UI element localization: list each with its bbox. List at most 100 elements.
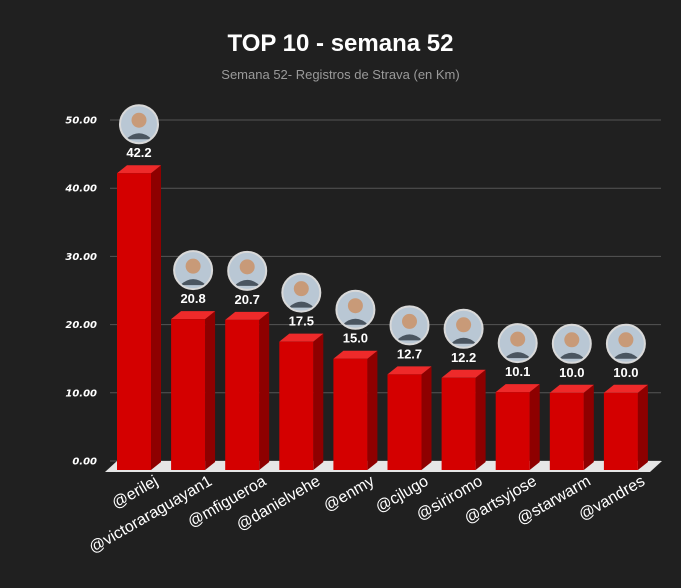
avatar-face xyxy=(239,259,255,275)
bar-top xyxy=(279,333,324,342)
avatar-face xyxy=(456,317,472,333)
avatar-face xyxy=(618,332,634,348)
avatar-ring xyxy=(389,305,430,346)
avatar-ring xyxy=(605,323,646,364)
bar xyxy=(333,350,378,470)
bar-side xyxy=(151,165,161,471)
data-label: 20.7 xyxy=(235,292,260,307)
avatar xyxy=(173,250,214,291)
data-label: 10.1 xyxy=(505,364,530,379)
avatar-ring xyxy=(119,104,159,145)
avatar-ring xyxy=(173,250,214,291)
avatar-face xyxy=(510,331,526,347)
bar xyxy=(171,311,216,470)
bar-top xyxy=(225,311,270,320)
avatar xyxy=(389,305,430,346)
bar-front xyxy=(279,341,314,470)
chart-title: TOP 10 - semana 52 xyxy=(227,30,454,57)
data-label: 10.0 xyxy=(613,365,638,380)
bar xyxy=(603,384,648,470)
bar-side xyxy=(583,384,594,470)
avatar xyxy=(119,104,159,145)
bar xyxy=(225,311,270,470)
bar-side xyxy=(259,311,270,470)
bar xyxy=(549,384,594,470)
avatar-shoulders xyxy=(504,352,531,359)
data-label: 42.2 xyxy=(126,145,151,160)
avatar-shoulders xyxy=(450,337,477,344)
bar-top xyxy=(171,311,216,320)
bar-front xyxy=(225,319,260,470)
y-tick-label: 20.00 xyxy=(65,320,97,331)
data-label: 15.0 xyxy=(343,331,368,346)
bar-side xyxy=(367,350,378,470)
bar-front xyxy=(171,319,206,470)
data-label: 12.2 xyxy=(451,350,476,365)
avatar-shoulders xyxy=(234,279,261,286)
bar-front xyxy=(441,377,476,470)
avatar xyxy=(335,289,376,330)
bar-top xyxy=(441,369,486,378)
data-label: 20.8 xyxy=(180,291,205,306)
avatar-shoulders xyxy=(396,334,423,341)
bar-top xyxy=(333,350,378,359)
bar-front xyxy=(495,392,530,470)
bar xyxy=(117,165,161,471)
bar-top xyxy=(603,384,648,393)
avatar-ring xyxy=(227,250,268,291)
y-tick-label: 30.00 xyxy=(65,252,97,263)
bar xyxy=(495,384,540,470)
bar-front xyxy=(549,392,584,470)
bar-side xyxy=(475,369,486,470)
avatar-shoulders xyxy=(126,133,152,140)
bar-side xyxy=(421,366,432,470)
y-tick-label: 40.00 xyxy=(64,184,97,195)
bar xyxy=(279,333,324,470)
avatar-ring xyxy=(497,323,538,364)
bar-top xyxy=(387,366,432,375)
avatar-shoulders xyxy=(180,279,207,286)
data-label: 17.5 xyxy=(289,314,314,329)
avatar-face xyxy=(564,332,580,348)
bar-side xyxy=(313,333,324,470)
avatar-face xyxy=(402,313,417,329)
x-tick-label: @enmy xyxy=(321,473,377,515)
bar-top xyxy=(549,384,594,393)
avatar xyxy=(227,250,268,291)
y-tick-label: 50.00 xyxy=(65,116,97,127)
chart-subtitle: Semana 52- Registros de Strava (en Km) xyxy=(221,67,460,82)
avatar xyxy=(497,323,538,364)
bar-side xyxy=(637,384,648,470)
bar xyxy=(441,369,486,470)
avatar-face xyxy=(293,281,309,297)
bar-side xyxy=(529,384,540,470)
avatar-shoulders xyxy=(288,301,315,308)
avatar-shoulders xyxy=(558,352,585,359)
bar-front xyxy=(117,173,151,471)
avatar-ring xyxy=(281,272,322,313)
bar-top xyxy=(117,165,161,174)
avatar xyxy=(281,272,322,313)
avatar-face xyxy=(185,258,201,274)
bar-side xyxy=(205,311,216,470)
avatar-shoulders xyxy=(342,318,369,325)
avatar-ring xyxy=(335,289,376,330)
avatar-ring xyxy=(551,323,592,364)
avatar-ring xyxy=(443,308,484,349)
bar-top xyxy=(495,384,540,393)
y-tick-label: 10.00 xyxy=(65,388,97,399)
bar xyxy=(387,366,432,470)
bar-front xyxy=(387,374,422,470)
avatar xyxy=(605,323,646,364)
data-label: 12.7 xyxy=(397,346,422,361)
avatar-shoulders xyxy=(612,352,639,359)
data-label: 10.0 xyxy=(559,365,584,380)
y-tick-label: 0.00 xyxy=(72,457,97,468)
avatar xyxy=(443,308,484,349)
avatar-face xyxy=(131,112,147,128)
avatar-face xyxy=(347,298,363,314)
bar-front xyxy=(333,358,368,470)
bar-front xyxy=(603,392,638,470)
avatar xyxy=(551,323,592,364)
